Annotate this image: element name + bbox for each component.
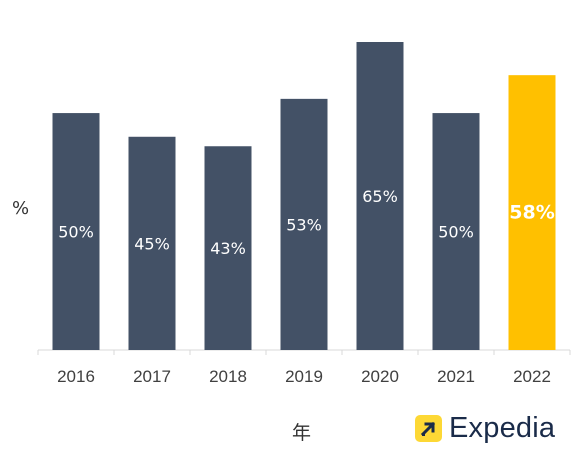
data-label-2017: 45% [134,234,170,253]
data-label-2019: 53% [286,215,322,234]
expedia-logo: Expedia [415,412,555,445]
x-tick-label-2020: 2020 [361,367,399,386]
x-tick-label-2021: 2021 [437,367,475,386]
x-tick-label-2016: 2016 [57,367,95,386]
y-axis-label: % [12,198,30,219]
bar-2016 [52,113,100,350]
bar-2017 [128,136,176,350]
x-tick-label-2017: 2017 [133,367,171,386]
bar-2022 [508,75,556,351]
x-tick-label-2018: 2018 [209,367,247,386]
bar-2018 [204,146,252,350]
x-axis-label: 年 [292,422,312,444]
data-label-2020: 65% [362,187,398,206]
bar-2020 [356,42,404,350]
brand-name: Expedia [449,412,556,444]
x-tick-label-2019: 2019 [285,367,323,386]
expedia-arrow-icon [415,415,442,442]
bar-2021 [432,113,480,350]
data-label-2021: 50% [438,223,474,242]
data-label-2022: 58% [509,202,554,224]
x-tick-label-2022: 2022 [513,367,551,386]
data-label-2016: 50% [58,223,94,242]
bar-2019 [280,98,328,350]
data-label-2018: 43% [210,239,246,258]
